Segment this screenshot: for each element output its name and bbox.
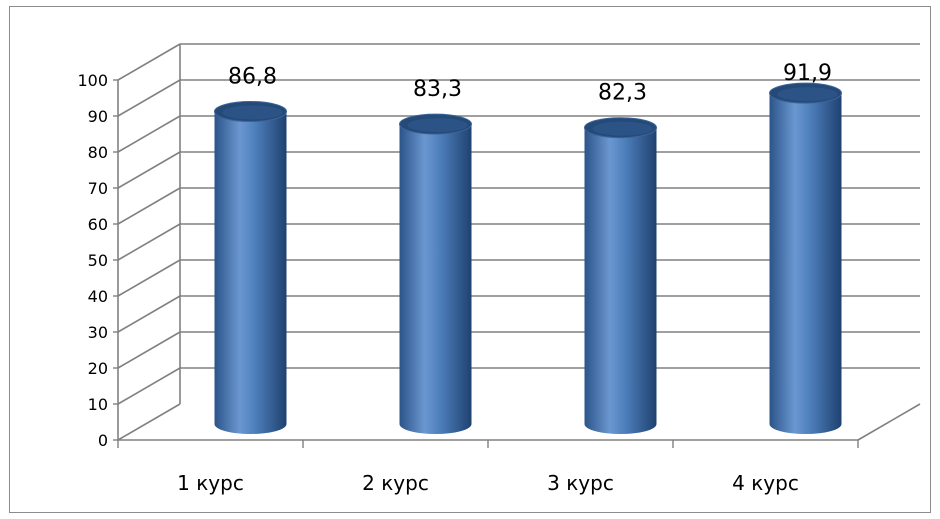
category-label: 3 курс [547,471,614,495]
y-tick-label: 90 [88,107,108,126]
y-tick-label: 50 [88,251,108,270]
y-tick-label: 80 [88,143,108,162]
y-tick-label: 40 [88,287,108,306]
axes [117,44,921,448]
y-tick-label: 0 [98,431,108,450]
bar [584,117,657,434]
y-tick-label: 10 [88,395,108,414]
bars [214,82,842,435]
gridline [113,403,181,441]
gridline [113,43,920,81]
data-label: 83,3 [413,77,462,102]
category-label: 4 курс [732,471,799,495]
category-label: 2 курс [362,471,429,495]
y-tick-label: 30 [88,323,108,342]
y-tick-labels: 0 10 20 30 40 50 60 70 80 90 100 [77,71,108,450]
category-labels: 1 курс 2 курс 3 курс 4 курс [177,471,799,495]
y-tick-label: 20 [88,359,108,378]
data-labels: 86,8 83,3 82,3 91,9 [228,61,832,106]
bar [399,113,472,435]
y-tick-label: 60 [88,215,108,234]
bar [214,101,287,435]
floor-edge [857,403,921,441]
data-label: 86,8 [228,65,277,90]
y-tick-label: 100 [77,71,108,90]
data-label: 82,3 [598,81,647,106]
data-label: 91,9 [783,61,832,86]
y-tick-label: 70 [88,179,108,198]
bar [769,82,842,434]
gridline [113,79,920,117]
category-label: 1 курс [177,471,244,495]
